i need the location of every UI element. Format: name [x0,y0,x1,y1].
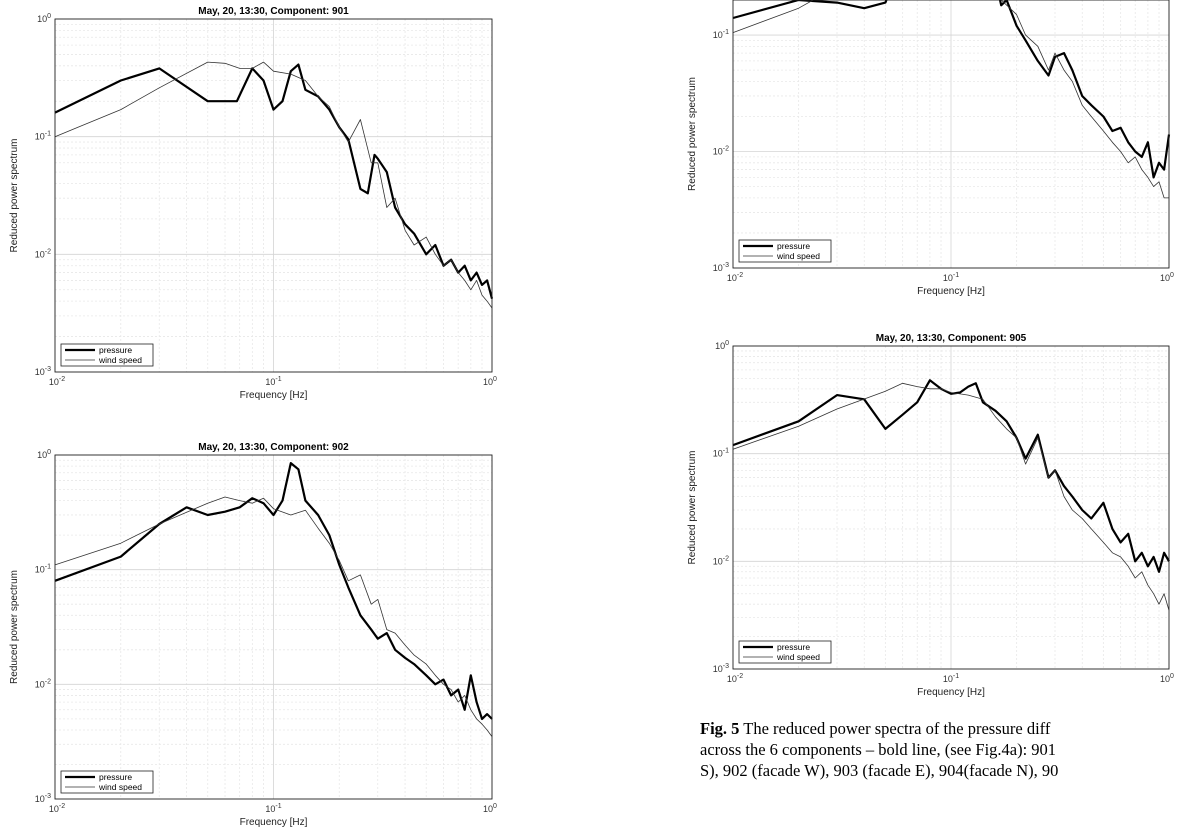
chart-title: May, 20, 13:30, Component: 902 [198,442,349,453]
x-tick-label: 100 [1160,673,1174,684]
series-line-pressure [54,63,494,299]
axes-box [732,0,1170,269]
y-tick-label: 10-3 [713,663,729,674]
x-tick-label: 10-2 [49,803,65,814]
axes-box [54,454,493,800]
legend-label: pressure [777,241,810,251]
y-tick-labels: 10-3 10-2 10-1 100 [35,449,51,804]
x-tick-label: 10-2 [49,376,65,387]
y-tick-label: 10-2 [35,248,51,259]
x-tick-label: 100 [483,803,497,814]
axes-box [54,18,493,373]
figure-caption: Fig. 5 The reduced power spectra of the … [700,718,1170,781]
x-tick-label: 10-1 [943,272,959,283]
x-tick-label: 10-2 [727,673,743,684]
y-tick-label: 100 [715,340,729,351]
series-line-pressure [732,379,1170,573]
x-tick-labels: 10-2 10-1 100 [49,803,497,814]
legend-label: wind speed [98,782,142,792]
y-tick-labels: 10-3 10-2 10-1 [713,29,729,273]
y-tick-label: 10-3 [35,366,51,377]
x-tick-label: 100 [483,376,497,387]
chart-panel-905: 10-2 10-1 100 10-3 10-2 10-1 100 Frequency [Hz]… [677,324,1178,710]
legend-label: pressure [99,345,132,355]
caption-text-1: The reduced power spectra of the pressur… [739,719,1051,738]
y-tick-labels: 10-3 10-2 10-1 100 [35,13,51,377]
x-tick-labels: 10-2 10-1 100 [727,272,1174,283]
chart-title: May, 20, 13:30, Component: 905 [876,333,1027,344]
series-line-wind-speed [732,382,1170,611]
y-tick-label: 10-2 [713,146,729,157]
y-axis-label: Reduced power spectrum [9,139,20,253]
y-tick-label: 10-3 [35,793,51,804]
y-tick-label: 10-3 [713,262,729,273]
caption-line-3: S), 902 (facade W), 903 (facade E), 904(… [700,761,1059,780]
x-tick-label: 100 [1160,272,1174,283]
grid [732,0,1170,269]
x-tick-labels: 10-2 10-1 100 [49,376,497,387]
axes-box [732,345,1170,670]
grid [54,18,493,373]
chart-panel-901: 10-2 10-1 100 10-3 10-2 10-1 100 Frequency [Hz]… [0,0,500,420]
x-axis-label: Frequency [Hz] [240,817,308,828]
y-tick-label: 100 [37,13,51,24]
x-axis-label: Frequency [Hz] [917,286,985,297]
chart-panel-902: 10-2 10-1 100 10-3 10-2 10-1 100 Frequency [Hz]… [0,430,500,838]
y-tick-label: 10-1 [713,448,729,459]
y-tick-label: 100 [37,449,51,460]
y-axis-label: Reduced power spectrum [9,570,20,684]
chart-panel-903: 10-2 10-1 100 10-3 10-2 10-1 Frequency [Hz] Red… [677,0,1178,306]
legend-label: wind speed [98,355,142,365]
legend-label: pressure [777,642,810,652]
x-axis-label: Frequency [Hz] [240,390,308,401]
y-tick-label: 10-2 [713,555,729,566]
y-tick-label: 10-1 [713,29,729,40]
x-tick-label: 10-2 [727,272,743,283]
y-tick-label: 10-1 [35,564,51,575]
x-axis-label: Frequency [Hz] [917,687,985,698]
y-tick-labels: 10-3 10-2 10-1 100 [713,340,729,674]
series-line-wind-speed [54,496,493,737]
series-line-pressure [54,461,493,720]
chart-title: May, 20, 13:30, Component: 901 [198,6,349,17]
x-tick-label: 10-1 [265,803,281,814]
y-tick-label: 10-1 [35,131,51,142]
caption-label: Fig. 5 [700,719,740,738]
series-line-wind-speed [54,61,493,309]
caption-line-1: Fig. 5 The reduced power spectra of the … [700,718,1170,739]
series-line-pressure [732,0,1171,179]
grid [54,454,493,800]
series-line-wind-speed [732,0,1169,199]
legend-label: wind speed [776,251,820,261]
legend-label: wind speed [776,652,820,662]
y-axis-label: Reduced power spectrum [687,77,698,191]
x-tick-label: 10-1 [265,376,281,387]
legend-label: pressure [99,772,132,782]
caption-line-2: across the 6 components – bold line, (se… [700,740,1057,759]
x-tick-labels: 10-2 10-1 100 [727,673,1174,684]
x-tick-label: 10-1 [943,673,959,684]
y-tick-label: 10-2 [35,678,51,689]
y-axis-label: Reduced power spectrum [687,451,698,565]
